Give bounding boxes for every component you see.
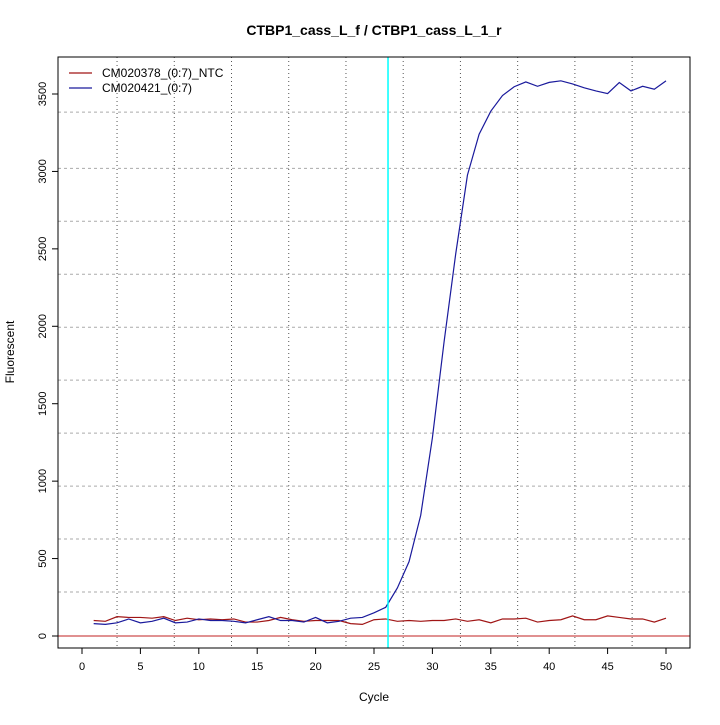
y-tick-label: 3000 [37, 159, 49, 183]
x-tick-label: 5 [137, 661, 143, 673]
y-tick-label: 2000 [37, 314, 49, 338]
x-tick-label: 30 [426, 661, 438, 673]
x-tick-label: 40 [543, 661, 555, 673]
x-tick-label: 20 [309, 661, 321, 673]
plot-marks [58, 57, 690, 648]
y-tick-label: 2500 [37, 237, 49, 261]
legend-label: CM020378_(0:7)_NTC [102, 66, 224, 80]
y-axis-label: Fluorescent [3, 320, 17, 383]
y-tick-label: 1500 [37, 391, 49, 415]
x-tick-label: 0 [79, 661, 85, 673]
x-axis-label: Cycle [359, 690, 389, 704]
y-tick-label: 500 [37, 549, 49, 567]
x-tick-label: 45 [601, 661, 613, 673]
chart-title: CTBP1_cass_L_f / CTBP1_cass_L_1_r [246, 22, 502, 38]
y-tick-label: 1000 [37, 469, 49, 493]
y-tick-label: 3500 [37, 82, 49, 106]
x-tick-label: 25 [368, 661, 380, 673]
y-tick-label: 0 [37, 633, 49, 639]
x-tick-label: 35 [485, 661, 497, 673]
x-tick-label: 50 [660, 661, 672, 673]
x-tick-label: 15 [251, 661, 263, 673]
legend-label: CM020421_(0:7) [102, 81, 192, 95]
x-tick-label: 10 [193, 661, 205, 673]
plot-frame [58, 57, 690, 648]
series-line-2 [94, 81, 666, 625]
grid [58, 57, 690, 648]
